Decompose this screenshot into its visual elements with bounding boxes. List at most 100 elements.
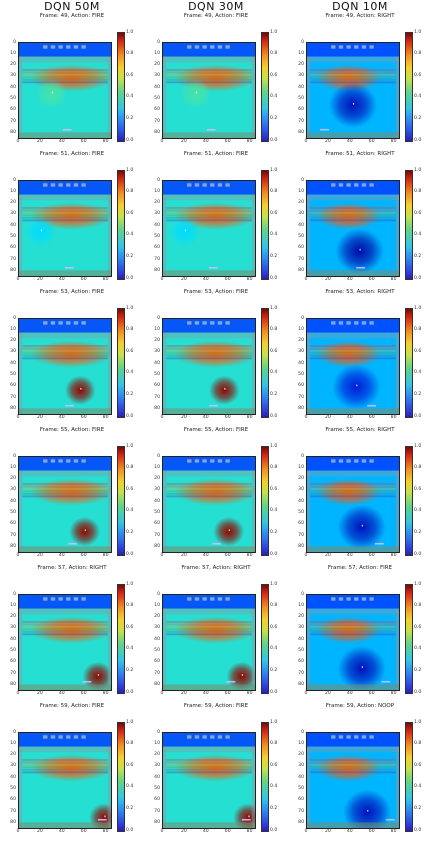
y-tick-label: 30 [10,625,16,631]
colorbar-tick-label: 0.4 [126,94,134,100]
y-tick-label: 30 [10,763,16,769]
column-title: DQN 10M [332,0,388,13]
x-tick-label: 60 [224,277,231,282]
y-tick-label: 20 [298,62,304,68]
saliency-svg [19,595,111,690]
y-tick-label: 40 [10,636,16,642]
score-digit [58,183,63,187]
score-digit [331,321,336,325]
ball-region-heat [25,217,57,247]
x-tick-label: 20 [36,691,43,696]
colorbar-tick-label: 0.8 [270,603,278,609]
brick-row [22,76,108,79]
score-digit [346,45,351,49]
heatmap-panel: Frame: 59, Action: FIRE 0 10 20 30 40 50 60 70 80… [0,702,144,840]
brick-row [310,761,396,764]
y-tick-label: 20 [154,752,160,758]
heatmap-panel: Frame: 51, Action: FIRE 0 10 20 30 40 50 60 70 80… [144,150,288,288]
colorbar [405,32,413,142]
y-tick-label: 0 [157,315,160,321]
score-digit [346,735,351,739]
x-tick-label: 20 [324,691,331,696]
score-digit [361,321,367,325]
heatmap-panel: Frame: 59, Action: FIRE 0 10 20 30 40 50 60 70 80… [144,702,288,840]
x-tick-label: 0 [16,553,20,558]
score-digit [58,321,63,325]
left-wall [19,746,23,828]
colorbar-tick-label: 0.8 [414,189,422,195]
heatmap-panel: Frame: 49, Action: FIRE 0 10 20 30 40 50 60 70 80… [0,12,144,150]
brick-row [310,216,396,219]
score-strip [307,457,399,471]
x-tick-label: 40 [346,277,353,282]
colorbar-tick-label: 0.4 [270,508,278,514]
y-tick-label: 10 [154,602,160,608]
colorbar-tick-label: 0.4 [126,646,134,652]
right-wall [107,194,111,276]
x-tick-label: 60 [224,553,231,558]
score-digit [43,735,48,739]
y-tick-label: 40 [298,498,304,504]
colorbar-tick-label: 0.6 [414,486,422,492]
brick-band-heat [315,340,382,368]
brick-row [166,763,252,766]
x-tick-label: 40 [202,415,209,420]
right-wall [251,194,255,276]
colorbar-tick-label: 1.0 [414,29,422,35]
ball [51,91,53,94]
x-tick-label: 0 [304,415,308,420]
score-digit [58,45,63,49]
y-tick-label: 40 [298,222,304,228]
score-digit [346,597,351,601]
y-tick-label: 40 [10,84,16,90]
score-digit [346,459,351,463]
colorbar-tick-label: 0.6 [270,762,278,768]
x-tick-label: 0 [304,829,308,834]
brick-band-heat [315,478,382,506]
brick-row [22,485,108,488]
x-tick-label: 80 [246,553,253,558]
x-tick-label: 20 [36,139,43,144]
colorbar-tick-label: 0.0 [414,275,422,281]
colorbar [261,308,269,418]
bottom-band [163,408,255,414]
score-digit [58,597,63,601]
y-tick-label: 50 [10,372,16,378]
x-tick-label: 40 [58,691,65,696]
colorbar [117,446,125,556]
y-tick-label: 40 [10,222,16,228]
y-tick-label: 20 [154,614,160,620]
paddle [367,404,376,407]
y-tick-label: 0 [157,177,160,183]
score-strip [307,595,399,609]
y-tick-label: 50 [10,234,16,240]
y-tick-label: 60 [298,107,304,113]
y-tick-label: 0 [301,591,304,597]
brick-row [166,628,252,631]
right-wall [107,746,111,828]
brick-row [166,207,252,209]
brick-row [310,71,396,74]
saliency-map [306,180,400,277]
y-tick-label: 80 [154,129,160,135]
colorbar-tick-label: 0.6 [414,762,422,768]
ball [361,524,363,527]
y-tick-label: 20 [298,338,304,344]
brick-row [310,630,396,633]
y-tick-label: 40 [154,360,160,366]
heatmap-panel: Frame: 59, Action: NOOP 0 10 20 30 40 50 60 70 80… [288,702,432,840]
ball-region-heat [180,79,212,109]
score-digit [217,459,223,463]
x-tick-label: 80 [102,415,109,420]
y-tick-label: 0 [13,453,16,459]
x-tick-label: 20 [324,277,331,282]
score-digit [73,735,79,739]
y-tick-label: 40 [298,636,304,642]
colorbar-tick-label: 0.2 [126,805,134,811]
y-tick-label: 70 [10,808,16,814]
bottom-band [307,822,399,828]
y-tick-label: 80 [298,543,304,549]
brick-row [22,621,108,623]
score-digit [187,735,192,739]
brick-row [310,211,396,214]
